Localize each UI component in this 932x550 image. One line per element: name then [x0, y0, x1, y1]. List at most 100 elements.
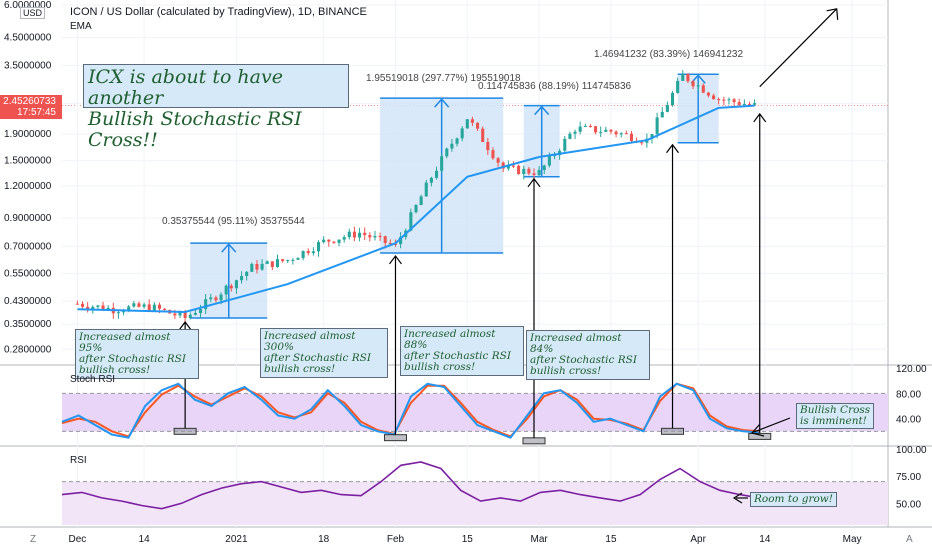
candle-body: [86, 306, 90, 310]
measure-arrow-head: [221, 243, 237, 253]
cross-marker: [522, 437, 546, 445]
candle-body: [214, 297, 218, 301]
candle-body: [358, 232, 362, 238]
rsi-pane-title: RSI: [70, 455, 87, 466]
candle-body: [573, 131, 577, 134]
candle-body: [301, 251, 305, 259]
log-scale-toggle[interactable]: Z: [30, 534, 37, 545]
measurement-label: 0.114745836 (88.19%) 114745836: [478, 81, 632, 92]
candle-body: [670, 92, 675, 106]
candle-body: [122, 311, 126, 313]
stoch-tick-label: 120.00: [896, 364, 927, 375]
price-axis: 6.00000004.50000003.50000002.50000001.90…: [4, 0, 52, 355]
candle-body: [465, 119, 469, 129]
annotation-box: Increased almost 84% after Stochastic RS…: [526, 330, 650, 380]
candle-body: [460, 128, 464, 139]
candle-body: [378, 236, 382, 238]
candle-body: [491, 150, 495, 159]
time-tick-label: Feb: [387, 534, 405, 545]
rsi-pane: 100.00 75.00 50.00: [61, 445, 927, 525]
rsi-tick-label: 50.00: [896, 499, 921, 510]
candle-body: [383, 236, 387, 243]
candle-body: [183, 312, 187, 318]
candle-body: [173, 313, 177, 316]
candle-body: [440, 156, 444, 171]
signal-arrow-head: [527, 177, 541, 188]
projection-arrow: [759, 8, 838, 88]
candle-body: [91, 306, 95, 310]
candle-body: [322, 239, 326, 243]
stoch-tick-label: 80.00: [896, 389, 921, 400]
stoch-k-line: [61, 382, 760, 439]
candle-body: [722, 99, 726, 101]
candle-body: [219, 294, 223, 301]
candle-body: [542, 165, 546, 170]
price-tick-label: 0.4300000: [4, 296, 52, 307]
candle-body: [260, 263, 264, 270]
signal-arrow-head: [753, 112, 767, 123]
candle-body: [316, 242, 321, 252]
candle-body: [101, 305, 105, 311]
currency-badge[interactable]: USD: [20, 7, 46, 19]
candle-body: [337, 239, 341, 243]
price-tick-label: 4.5000000: [4, 32, 52, 43]
time-tick-label: 15: [605, 534, 617, 545]
measurement-boxes: [190, 73, 719, 319]
rsi-line: [61, 461, 760, 510]
rsi-callout: Room to grow!: [750, 492, 837, 507]
candle-body: [132, 303, 136, 307]
candle-body: [650, 134, 654, 139]
stoch-pane-title: Stoch RSI: [70, 374, 116, 385]
candle-body: [552, 155, 557, 157]
time-tick-label: Mar: [531, 534, 549, 545]
time-tick-label: May: [843, 534, 862, 545]
candle-body: [563, 138, 567, 151]
callout-arrow-head: [750, 423, 765, 437]
candle-body: [306, 251, 310, 254]
candle-body: [691, 81, 695, 87]
time-tick-label: 2021: [225, 534, 248, 545]
signal-arrow-head: [666, 143, 680, 154]
candle-body: [250, 263, 254, 272]
candle-body: [481, 128, 485, 142]
candle-body: [106, 307, 110, 311]
stoch-tick-label: 40.00: [896, 415, 921, 426]
candle-body: [347, 231, 351, 238]
candle-body: [255, 263, 259, 270]
last-price: 2.45260733: [3, 96, 56, 107]
candle-body: [116, 312, 120, 314]
candle-body: [275, 259, 280, 268]
stoch-band: [62, 393, 888, 432]
candle-body: [178, 312, 182, 316]
candle-body: [327, 239, 331, 242]
price-tick-label: 0.3500000: [4, 319, 52, 330]
candle-body: [696, 85, 700, 87]
price-tick-label: 1.2000000: [4, 181, 52, 192]
last-price-badge: 2.45260733 17:57:45: [0, 95, 62, 119]
candle-body: [655, 117, 659, 135]
price-tick-label: 0.5500000: [4, 268, 52, 279]
cross-marker: [173, 427, 197, 435]
candle-body: [706, 92, 710, 96]
candle-body: [157, 304, 162, 309]
price-tick-label: 1.5000000: [4, 156, 52, 167]
candle-body: [445, 148, 449, 157]
candle-body: [496, 158, 500, 163]
candle-body: [127, 306, 131, 312]
candle-body: [747, 104, 752, 106]
time-tick-label: 18: [318, 534, 330, 545]
candle-body: [193, 313, 197, 315]
auto-scale-toggle[interactable]: A: [906, 534, 913, 545]
candle-body: [414, 205, 418, 213]
candle-body: [486, 141, 490, 151]
stoch-callout: Bullish Cross is imminent!: [796, 403, 875, 429]
candle-body: [281, 259, 285, 262]
measure-arrow-head: [534, 105, 550, 116]
candle-body: [517, 165, 521, 175]
candle-body: [537, 169, 541, 176]
time-tick-label: 14: [139, 534, 151, 545]
candle-body: [547, 155, 551, 166]
candle-body: [717, 99, 721, 101]
candle-body: [311, 251, 315, 254]
price-tick-label: 3.5000000: [4, 61, 52, 72]
